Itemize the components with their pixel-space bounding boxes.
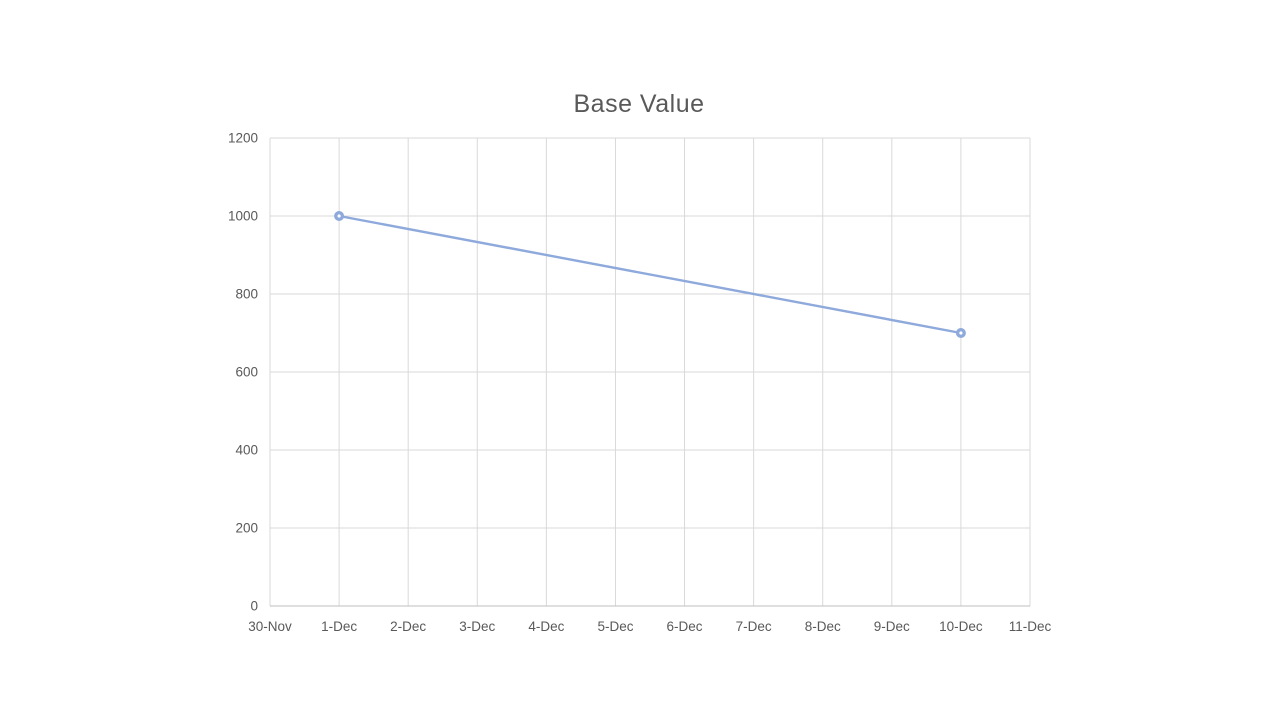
- y-axis-tick-label: 800: [235, 287, 258, 302]
- x-axis-tick-label: 1-Dec: [321, 619, 357, 634]
- y-axis-tick-label: 200: [235, 521, 258, 536]
- x-axis-tick-label: 11-Dec: [1009, 619, 1052, 634]
- x-axis-tick-label: 10-Dec: [939, 619, 983, 634]
- x-axis-tick-label: 7-Dec: [736, 619, 772, 634]
- series-line: [337, 214, 963, 335]
- y-axis-tick-label: 400: [235, 443, 258, 458]
- x-axis-tick-label: 5-Dec: [597, 619, 633, 634]
- x-axis-tick-label: 8-Dec: [805, 619, 841, 634]
- y-axis-tick-label: 0: [250, 599, 258, 614]
- data-point-marker: [955, 328, 966, 339]
- y-axis-tick-label: 600: [235, 365, 258, 380]
- x-axis-tick-label: 2-Dec: [390, 619, 426, 634]
- x-axis-tick-label: 6-Dec: [667, 619, 703, 634]
- y-axis-tick-label: 1000: [228, 209, 258, 224]
- x-axis-tick-label: 3-Dec: [459, 619, 495, 634]
- x-axis-tick-label: 30-Nov: [248, 619, 292, 634]
- x-axis-tick-label: 4-Dec: [528, 619, 564, 634]
- y-axis-tick-label: 1200: [228, 131, 258, 146]
- x-axis-tick-label: 9-Dec: [874, 619, 910, 634]
- chart-title: Base Value: [573, 90, 705, 118]
- data-point-marker: [334, 210, 345, 221]
